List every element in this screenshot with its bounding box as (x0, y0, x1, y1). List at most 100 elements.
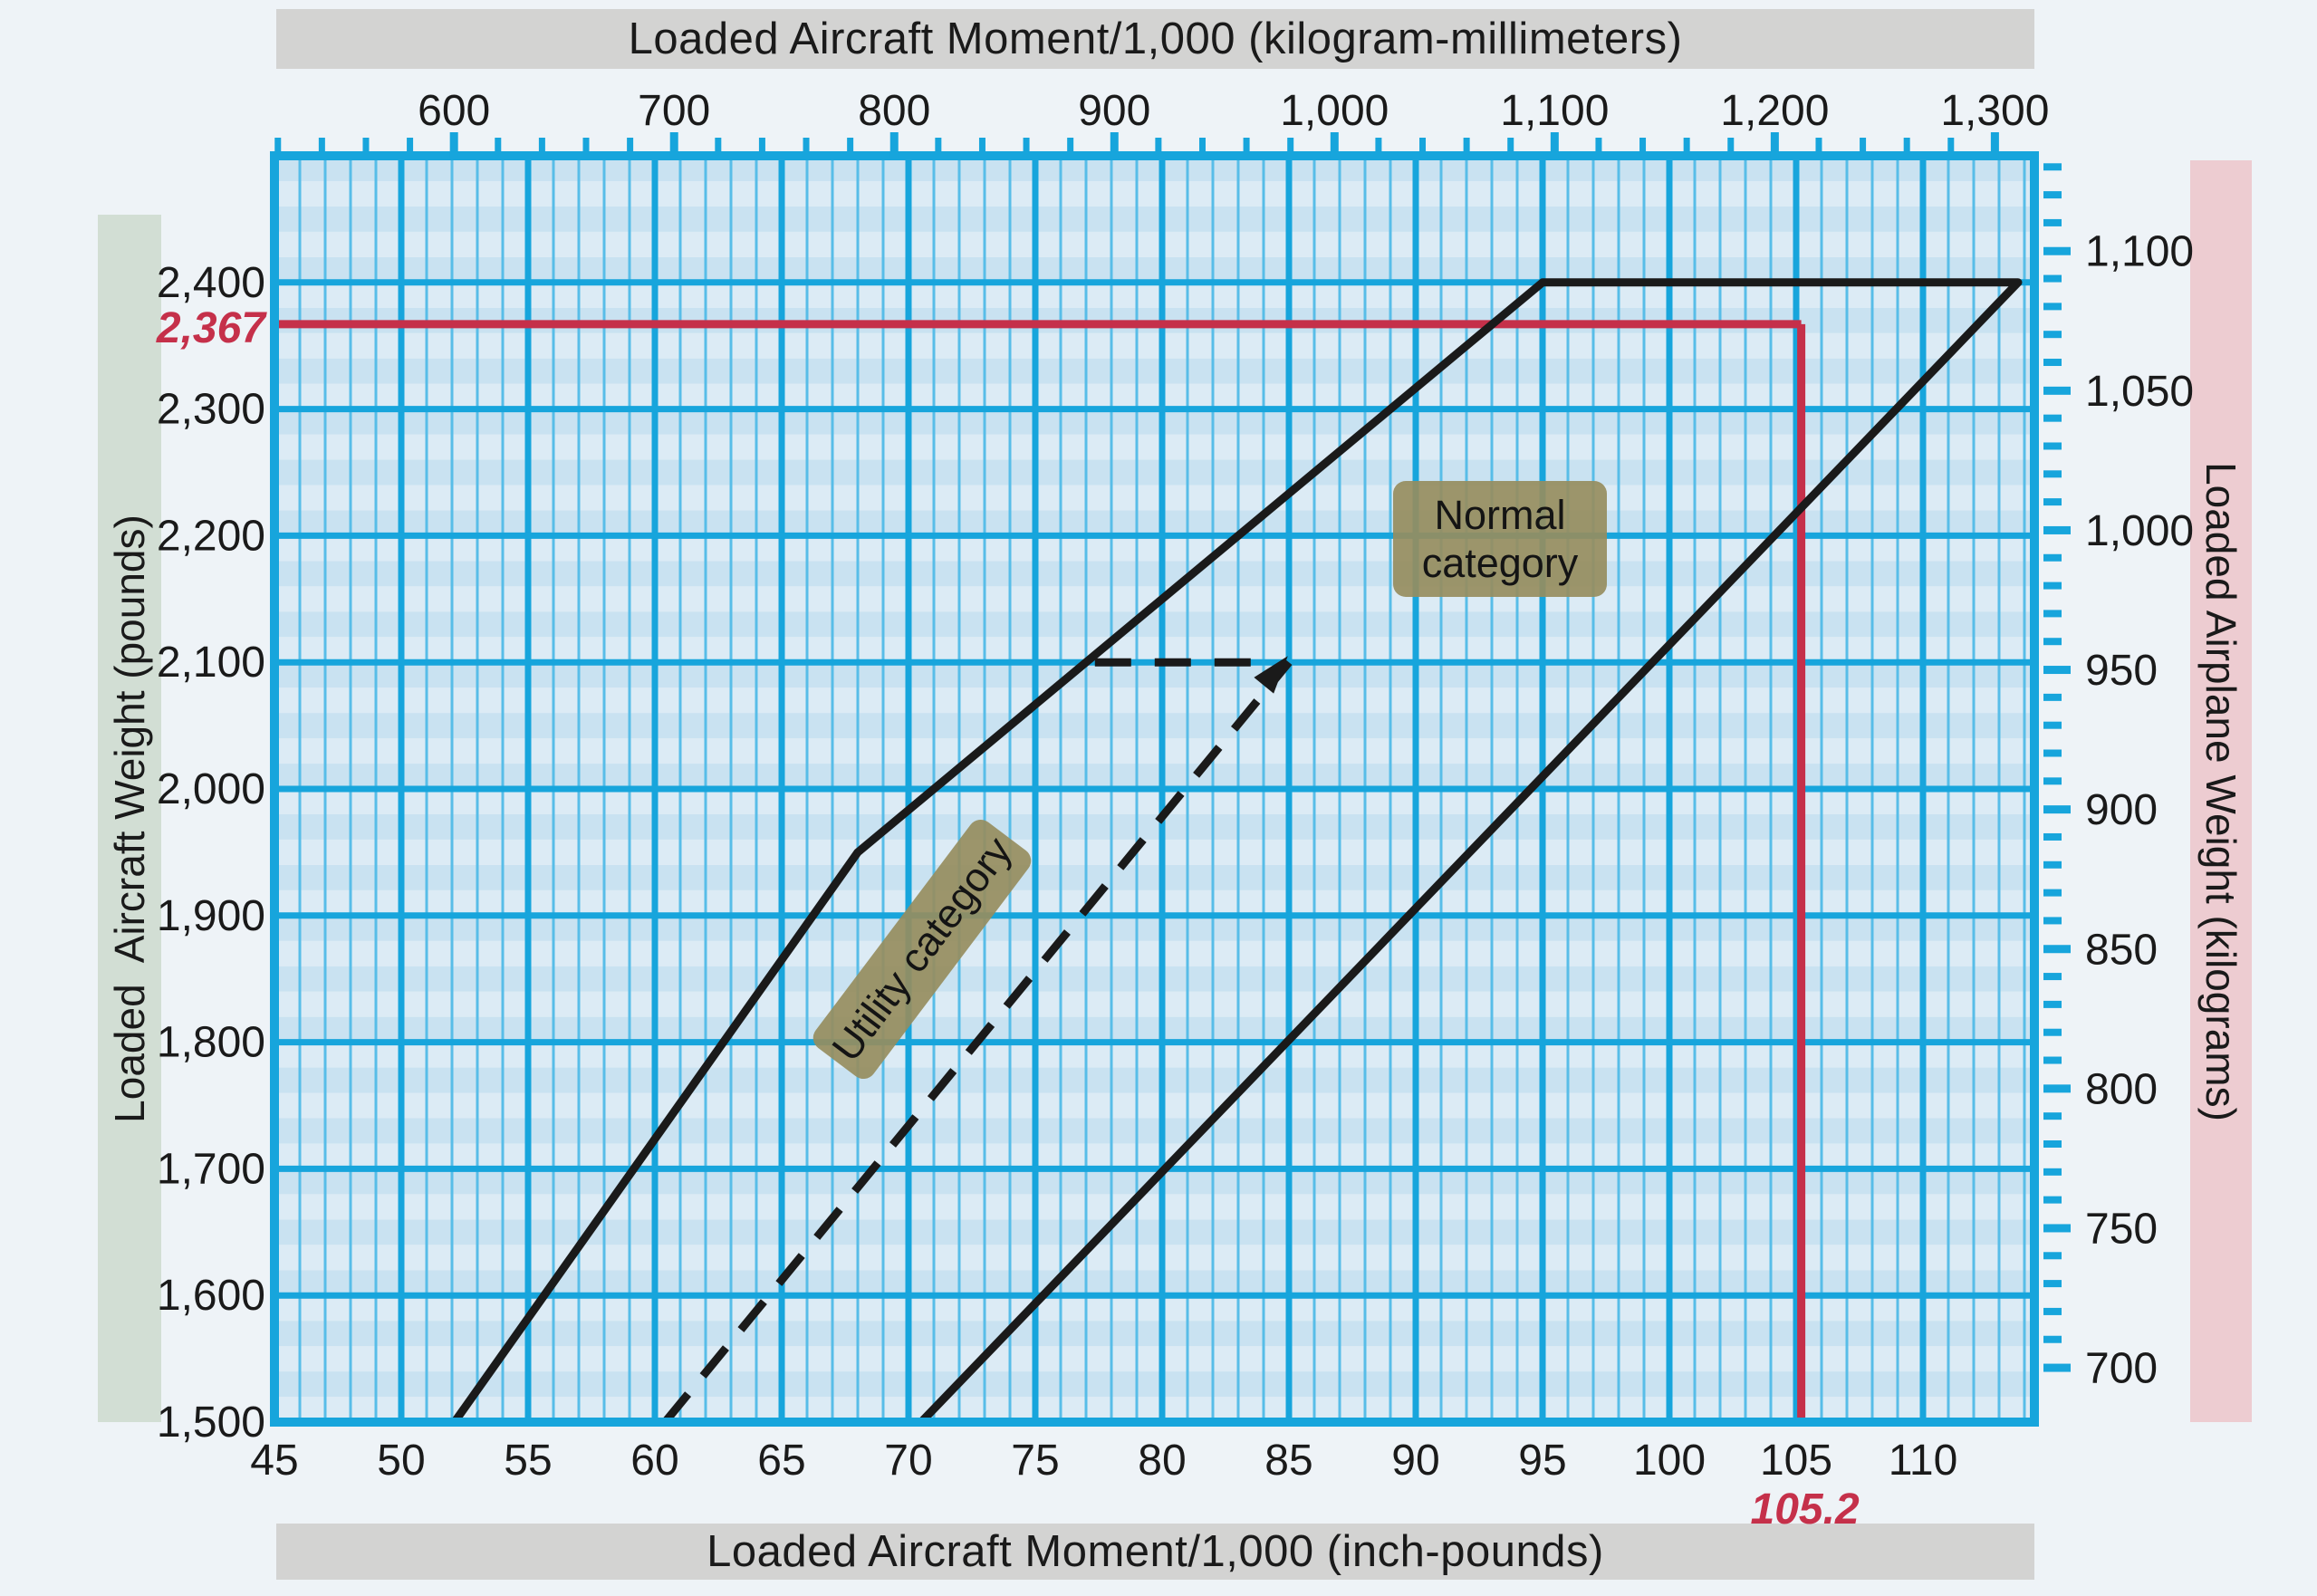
grid-band (274, 687, 2034, 714)
top-axis-tick-label: 700 (638, 87, 710, 135)
bottom-axis-tick-label: 110 (1889, 1437, 1958, 1485)
right-axis-minor-tick (2043, 1252, 2062, 1260)
bottom-axis-tick-label: 60 (630, 1437, 678, 1485)
left-axis-tick-label: 2,200 (157, 512, 265, 560)
left-axis-tick-label: 1,800 (157, 1019, 265, 1067)
top-axis-minor-tick (1155, 138, 1162, 152)
reference-moment-label: 105.2 (1751, 1485, 1860, 1534)
grid-band (274, 839, 2034, 865)
grid-band (274, 1194, 2034, 1220)
top-axis-minor-tick (1198, 138, 1206, 152)
right-axis: 1,100 1,050 1,000 950 900 850 800 750 700 (2043, 163, 2194, 1393)
right-axis-tick-label: 1,000 (2085, 507, 2194, 555)
right-axis-minor-tick (2043, 331, 2062, 339)
right-axis-minor-tick (2043, 1139, 2062, 1148)
grid-band (274, 409, 2034, 435)
left-axis-tick-label: 1,600 (157, 1272, 265, 1320)
top-axis-minor-tick (538, 138, 545, 152)
top-axis-minor-tick (803, 138, 810, 152)
grid-band (274, 738, 2034, 764)
right-axis-minor-tick (2043, 832, 2062, 841)
grid-band (274, 282, 2034, 308)
grid-band (274, 180, 2034, 207)
normal-category-envelope-line (451, 278, 2023, 1426)
bottom-axis-title-bar: Loaded Aircraft Moment/1,000 (inch-pound… (276, 1524, 2034, 1580)
top-axis-minor-tick (935, 138, 942, 152)
right-axis-tick-label: 750 (2085, 1205, 2158, 1253)
grid-band (274, 889, 2034, 916)
right-axis-minor-tick (2043, 1112, 2062, 1120)
grid-band (274, 206, 2034, 232)
grid-band (274, 1270, 2034, 1296)
reference-weight-label: 2,367 (156, 304, 267, 352)
right-axis-minor-tick (2043, 889, 2062, 897)
bottom-axis-tick-label: 105 (1760, 1437, 1832, 1485)
left-axis-tick-label: 2,300 (157, 386, 265, 434)
top-axis-minor-tick (978, 138, 985, 152)
bottom-axis-tick-label: 90 (1391, 1437, 1439, 1485)
bottom-axis-tick-label: 95 (1518, 1437, 1566, 1485)
right-axis-minor-tick (2043, 777, 2062, 785)
grid-bands (274, 156, 2034, 1422)
right-axis-minor-tick (2043, 638, 2062, 646)
top-axis-minor-tick (1507, 138, 1514, 152)
plot-border (270, 151, 2039, 1427)
bottom-axis-tick-label: 80 (1138, 1437, 1186, 1485)
grid-band (274, 332, 2034, 359)
normal-category-label: Normal category (1393, 481, 1607, 597)
right-axis-major-tick (2043, 386, 2071, 395)
top-axis-minor-tick (1243, 138, 1250, 152)
top-axis-minor-tick (1023, 138, 1030, 152)
grid-band (274, 813, 2034, 840)
top-axis-minor-tick (362, 138, 370, 152)
right-axis-minor-tick (2043, 1056, 2062, 1064)
right-axis-title-bar: Loaded Airplane Weight (kilograms) (2190, 160, 2252, 1422)
right-axis-minor-tick (2043, 973, 2062, 981)
grid-band (274, 940, 2034, 966)
top-axis-tick-label: 1,300 (1940, 87, 2049, 135)
utility-top-arrowhead-icon (1254, 656, 1288, 694)
right-axis-minor-tick (2043, 749, 2062, 757)
top-axis-tick-label: 1,200 (1720, 87, 1829, 135)
right-axis-major-tick (2043, 1363, 2071, 1372)
right-axis-minor-tick (2043, 582, 2062, 590)
bottom-axis-tick-label: 100 (1633, 1437, 1706, 1485)
grid-band (274, 1016, 2034, 1043)
left-axis-tick-label: 2,400 (157, 259, 265, 307)
grid-band (274, 459, 2034, 486)
grid-band (274, 1346, 2034, 1372)
right-axis-tick-label: 850 (2085, 926, 2158, 974)
bottom-axis-tick-label: 75 (1011, 1437, 1059, 1485)
grid-major-horizontal-lines (274, 279, 2034, 1299)
right-axis-minor-tick (2043, 917, 2062, 925)
right-axis-minor-tick (2043, 303, 2062, 311)
left-axis-tick-label: 2,000 (157, 765, 265, 813)
top-axis-minor-tick (1287, 138, 1294, 152)
grid-band (274, 764, 2034, 789)
grid-band (274, 1371, 2034, 1398)
top-axis-tick-label: 900 (1078, 87, 1150, 135)
envelope-series (451, 278, 2023, 1426)
top-axis-tick-label: 800 (858, 87, 930, 135)
grid-band (274, 383, 2034, 409)
top-axis-major-tick (1330, 132, 1339, 158)
grid-band (274, 256, 2034, 283)
grid-band (274, 1143, 2034, 1169)
right-axis-minor-tick (2043, 1335, 2062, 1343)
grid-band (274, 1321, 2034, 1347)
grid-band (274, 485, 2034, 511)
chart-root: 600 700 800 900 1,000 1,100 1,200 1,300 45 50 55 60… (156, 87, 2194, 1534)
right-axis-minor-tick (2043, 1000, 2062, 1008)
top-axis-tick-label: 1,000 (1280, 87, 1389, 135)
left-axis: 1,500 1,600 1,700 1,800 1,900 2,000 2,100 2,200… (156, 259, 267, 1447)
left-axis-title-bar: Loaded Aircraft Weight (pounds) (98, 215, 161, 1422)
right-axis-tick-label: 900 (2085, 786, 2158, 834)
grid-band (274, 966, 2034, 992)
top-axis-major-tick (1990, 132, 1999, 158)
right-axis-minor-tick (2043, 1196, 2062, 1204)
right-axis-minor-tick (2043, 610, 2062, 618)
bottom-axis-tick-label: 85 (1264, 1437, 1312, 1485)
grid-band (274, 1219, 2034, 1245)
bottom-axis: 45 50 55 60 65 70 75 80 85 90 95 100 105 110 105.2 (250, 1437, 1957, 1534)
